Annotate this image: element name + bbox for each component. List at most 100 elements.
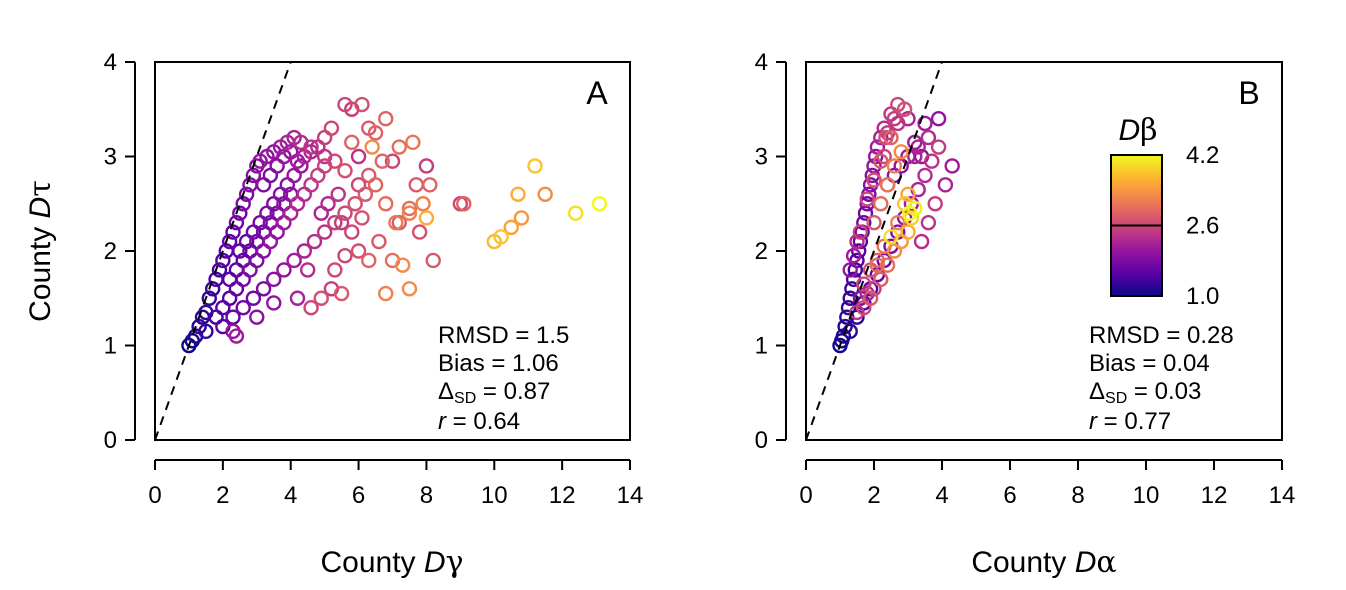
colorbar-title: Dβ — [1118, 113, 1157, 148]
colorbar-title-greek: β — [1140, 113, 1157, 148]
panel-a-data-point — [374, 153, 391, 169]
panel-a-x-tick-label: 4 — [284, 482, 297, 509]
panel-a-data-point — [327, 153, 343, 169]
r-symbol: r — [438, 408, 447, 435]
panel-a-data-point — [378, 285, 394, 302]
panel-a-data-point — [276, 262, 292, 278]
panel-b-x-tick-label: 4 — [935, 482, 948, 509]
panel-a-data-point — [354, 210, 370, 226]
panel-b-data-point — [847, 262, 863, 278]
panel-a-y-ticks: 0 1 2 3 4 — [104, 49, 136, 454]
panel-a-data-point — [422, 177, 438, 193]
panel-a-data-point — [296, 243, 312, 259]
panel-b-data-point — [857, 205, 874, 221]
panel-a-x-tick-label: 10 — [481, 482, 508, 509]
panel-a-label: A — [586, 75, 608, 111]
panel-b-data-point — [930, 139, 947, 155]
panel-a-data-point — [415, 196, 431, 212]
panel-a-data-point — [235, 300, 251, 316]
panel-b-data-point — [866, 214, 882, 231]
panel-b-y-ticks: 0 1 2 3 4 — [755, 49, 787, 454]
panel-a-data-point — [303, 300, 319, 316]
panel-a-data-point — [286, 252, 302, 269]
panel-b-data-point — [856, 276, 872, 292]
panel-a-data-point — [330, 186, 346, 203]
panel-b-y-tick-label: 0 — [755, 427, 768, 454]
panel-b-data-point — [879, 257, 896, 273]
panel-a-data-point — [333, 214, 350, 231]
panel-a-data-point — [367, 125, 384, 141]
panel-a-x-tick-label: 12 — [549, 482, 576, 509]
panel-a-r: r = 0.64 — [438, 408, 520, 435]
panel-b-data-point — [852, 224, 869, 240]
panel-a-data-point — [350, 243, 367, 259]
panel-a-data-point — [320, 196, 336, 212]
panel-b-x-tick-label: 8 — [1071, 482, 1084, 509]
panel-a-points — [181, 96, 608, 354]
panel-b-y-tick-label: 4 — [755, 49, 768, 76]
colorbar-tick-label: 2.6 — [1186, 213, 1219, 240]
panel-a-data-point — [401, 281, 418, 297]
panel-a-data-point — [201, 290, 217, 306]
r-value: = 0.64 — [446, 408, 520, 435]
panel-a-y-tick-label: 2 — [104, 238, 117, 265]
panel-a-data-point — [333, 285, 350, 302]
panel-a-data-point — [266, 295, 282, 311]
panel-a-x-ticks: 0 2 4 6 8 10 12 14 — [148, 459, 643, 509]
delta-subscript: SD — [454, 390, 476, 407]
panel-b-data-point — [849, 233, 865, 250]
panel-a-data-point — [245, 290, 262, 306]
panel-a-data-point — [255, 281, 272, 297]
panel-b-data-point — [866, 172, 882, 188]
panel-a-x-axis-title: County Dγ — [321, 545, 464, 580]
panel-a-data-point — [350, 148, 367, 165]
panel-a-data-point — [537, 186, 553, 203]
panel-a-data-point — [327, 262, 343, 278]
panel-a-data-point — [228, 328, 245, 344]
panel-a-data-point — [337, 248, 353, 264]
panel-a-y-tick-label: 3 — [104, 144, 117, 171]
panel-a-data-point — [249, 309, 265, 325]
panel-b-rmsd: RMSD = 0.28 — [1089, 322, 1234, 349]
panel-a-data-point — [510, 186, 526, 203]
panel-b-data-point — [879, 177, 896, 193]
panel-b-data-point — [900, 186, 916, 203]
panel-b-data-point — [944, 158, 960, 174]
panel-a-data-point — [327, 214, 343, 231]
panel-a-data-point — [378, 110, 394, 127]
panel-a-data-point — [503, 219, 519, 236]
panel-b-y-tick-label: 1 — [755, 333, 768, 360]
y-title-var: D — [24, 197, 57, 219]
x-title-prefix: County — [321, 546, 424, 579]
panel-a-data-point — [408, 177, 424, 193]
panel-b-data-point — [896, 101, 913, 117]
panel-a-data-point — [228, 214, 245, 231]
panel-b-data-point — [913, 233, 930, 250]
panel-a-data-point — [425, 252, 441, 269]
x-title-var: D — [1075, 546, 1097, 579]
panel-b-data-point — [886, 158, 903, 174]
panel-b-x-tick-label: 0 — [799, 482, 812, 509]
panel-a-data-point — [299, 262, 316, 278]
panel-a-data-point — [391, 139, 407, 155]
panel-a-data-point — [266, 271, 282, 288]
x-title-var: D — [424, 546, 446, 579]
panel-a-data-point — [384, 153, 401, 169]
colorbar: Dβ 4.2 2.6 1.0 — [1110, 113, 1219, 310]
panel-a-delta-sd: ΔSD = 0.87 — [438, 378, 550, 407]
panel-a-data-point — [411, 224, 428, 240]
panel-a-data-point — [238, 186, 255, 203]
panel-b-x-axis-title: County Dα — [971, 545, 1116, 580]
panel-b-data-point — [902, 205, 918, 221]
panel-a-data-point — [456, 196, 472, 212]
panel-b-data-point — [924, 153, 940, 169]
panel-b-data-point — [840, 300, 857, 316]
panel-b-data-point — [873, 153, 889, 169]
panel-b-data-point — [920, 129, 937, 146]
panel-a-data-point — [513, 210, 530, 226]
panel-b-frame — [805, 61, 1283, 441]
panel-b-stats: RMSD = 0.28 Bias = 0.04 ΔSD = 0.03 r = 0… — [1089, 322, 1234, 435]
panel-a-data-point — [211, 262, 228, 278]
panel-b-data-point — [873, 196, 889, 212]
